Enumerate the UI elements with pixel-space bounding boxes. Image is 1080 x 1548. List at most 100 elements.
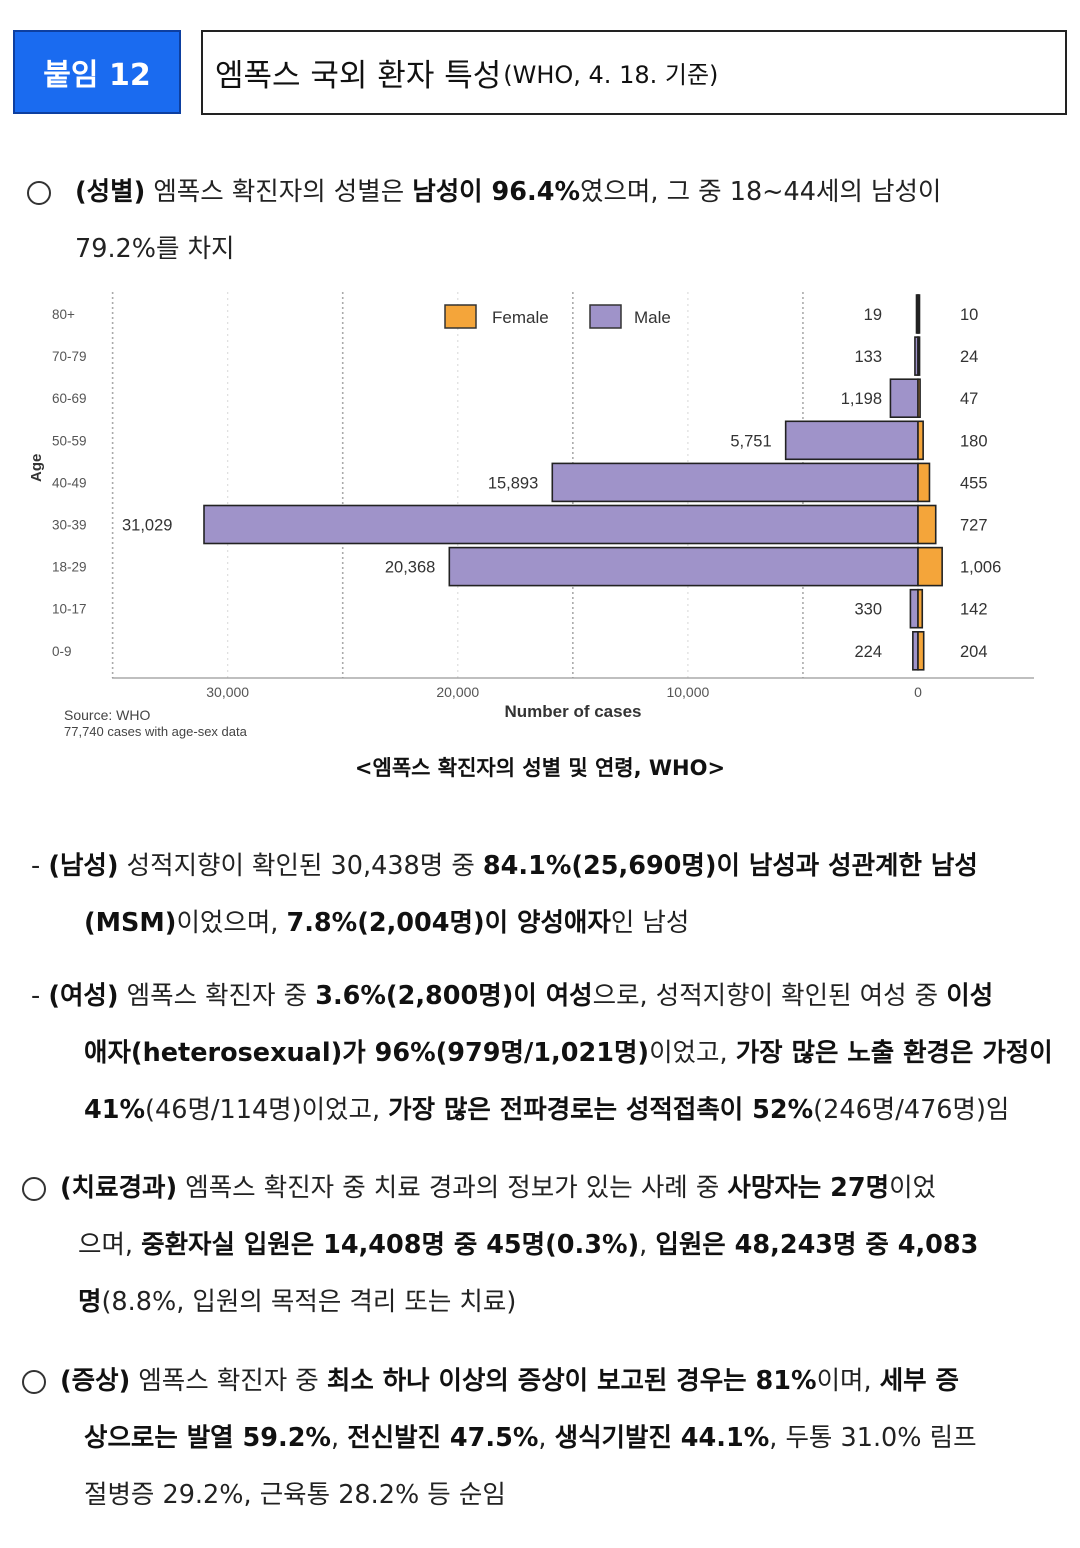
treatment-bold-2: 중환자실 입원은 14,408명 중 45명(0.3%): [141, 1230, 640, 1260]
legend-swatch-male: [589, 304, 622, 329]
treatment-text-1: 엠폭스 확진자 중 치료 경과의 정보가 있는 사례 중: [177, 1173, 728, 1203]
female-section-line2: 애자(heterosexual)가 96%(979명/1,021명)이었고, 가…: [84, 1025, 1053, 1082]
bullet-circle-symptom: [22, 1370, 46, 1394]
symptom-section-line2: 상으로는 발열 59.2%, 전신발진 47.5%, 생식기발진 44.1%, …: [84, 1410, 977, 1467]
symptom-bold-2: 세부 증: [879, 1366, 959, 1396]
chart-row-10-17: 10-17 330 142: [52, 588, 988, 629]
bar-male: [203, 504, 919, 545]
bar-female: [917, 546, 943, 587]
bar-female: [917, 630, 925, 671]
treatment-section-line2: 으며, 중환자실 입원은 14,408명 중 45명(0.3%), 입원은 48…: [78, 1217, 978, 1274]
female-bold-1: 3.6%(2,800명)이 여성: [315, 981, 593, 1011]
chart-row-80+: 80+ 19 10: [52, 294, 978, 334]
data-label-female: 24: [960, 348, 978, 366]
data-label-male: 15,893: [488, 474, 538, 492]
treatment-text-5: (8.8%, 입원의 목적은 격리 또는 치료): [101, 1287, 517, 1317]
data-label-male: 224: [854, 643, 882, 661]
symptom-bold-1: 최소 하나 이상의 증상이 보고된 경우는 81%: [326, 1366, 817, 1396]
female-bold-2: 이성: [946, 981, 994, 1011]
male-text-2: 이었으며,: [176, 908, 287, 938]
data-label-female: 727: [960, 517, 988, 535]
y-axis-label: Age: [28, 454, 45, 482]
female-bold-6: 가장 많은 전파경로는 성적접촉이 52%: [388, 1095, 814, 1125]
x-axis-label: Number of cases: [505, 702, 642, 721]
chart-x-axis: 30,000 20,000 10,000 0: [112, 677, 1034, 700]
male-section-line2: (MSM)이었으며, 7.8%(2,004명)이 양성애자인 남성: [84, 895, 689, 952]
bar-female: [917, 336, 921, 376]
bar-female: [917, 462, 931, 503]
page-subtitle: (WHO, 4. 18. 기준): [503, 61, 719, 89]
symptom-label: (증상): [60, 1366, 131, 1396]
x-tick-label: 10,000: [666, 684, 709, 700]
legend-label-male: Male: [634, 308, 671, 327]
female-text-5: (246명/476명)임: [813, 1095, 1010, 1125]
treatment-bold-1: 사망자는 27명: [727, 1173, 890, 1203]
bar-male: [551, 462, 919, 503]
female-label: (여성): [48, 981, 119, 1011]
female-bold-5: 41%: [84, 1095, 146, 1125]
chart-rows: 80+ 19 10 70-79 133 24 60-69 1,198 47 50-59 5,751 1…: [52, 294, 1001, 671]
data-label-male: 31,029: [122, 517, 172, 535]
treatment-text-2: 이었: [889, 1173, 937, 1203]
chart-legend: Female Male: [444, 304, 671, 329]
sex-label: (성별): [75, 177, 146, 207]
data-label-female: 455: [960, 474, 988, 492]
chart-row-50-59: 50-59 5,751 180: [52, 420, 988, 461]
y-tick-label: 0-9: [52, 644, 72, 659]
y-tick-label: 10-17: [52, 602, 87, 617]
bullet-circle-sex: [27, 181, 51, 205]
chart-row-40-49: 40-49 15,893 455: [52, 462, 988, 503]
treatment-bold-4: 명: [78, 1287, 102, 1317]
bar-female: [917, 420, 924, 461]
bar-male: [784, 420, 919, 461]
symptom-bold-3: 상으로는 발열 59.2%: [84, 1423, 331, 1453]
male-bold-2: (MSM): [84, 908, 177, 938]
header-title-box: 엠폭스 국외 환자 특성 (WHO, 4. 18. 기준): [201, 30, 1067, 115]
treatment-label: (치료경과): [60, 1173, 178, 1203]
female-dash: -: [31, 981, 41, 1011]
y-tick-label: 60-69: [52, 391, 87, 406]
female-text-4: (46명/114명)이었고,: [145, 1095, 389, 1125]
data-label-female: 10: [960, 306, 978, 324]
data-label-male: 330: [854, 601, 882, 619]
female-section-line3: 41%(46명/114명)이었고, 가장 많은 전파경로는 성적접촉이 52%(…: [84, 1082, 1009, 1139]
y-tick-label: 30-39: [52, 518, 87, 533]
treatment-section-line1: (치료경과) 엠폭스 확진자 중 치료 경과의 정보가 있는 사례 중 사망자는…: [60, 1160, 936, 1217]
male-bold-1: 84.1%(25,690명)이 남성과 성관계한 남성: [482, 851, 978, 881]
female-text-2: 으로, 성적지향이 확인된 여성 중: [592, 981, 947, 1011]
symptom-text-5: , 두통 31.0% 림프: [769, 1423, 977, 1453]
symptom-section-line3: 절병증 29.2%, 근육통 28.2% 등 순임: [84, 1467, 506, 1524]
chart-row-30-39: 30-39 31,029 727: [52, 504, 988, 545]
bar-female: [917, 378, 921, 418]
treatment-section-line3: 명(8.8%, 입원의 목적은 격리 또는 치료): [78, 1274, 516, 1331]
x-tick-label: 20,000: [436, 684, 479, 700]
data-label-male: 19: [864, 306, 882, 324]
legend-label-female: Female: [492, 308, 549, 327]
source-line-2: 77,740 cases with age-sex data: [64, 724, 248, 739]
bullet-circle-treatment: [22, 1177, 46, 1201]
symptom-text-2: 이며,: [816, 1366, 880, 1396]
chart-row-18-29: 18-29 20,368 1,006: [52, 546, 1001, 587]
data-label-female: 204: [960, 643, 988, 661]
age-sex-pyramid-chart: 80+ 19 10 70-79 133 24 60-69 1,198 47 50-59 5,751 1…: [28, 292, 1034, 739]
sex-text-2: 였으며, 그 중 18~44세의 남성이: [580, 177, 942, 207]
symptom-text-1: 엠폭스 확진자 중: [130, 1366, 327, 1396]
female-text-3: 이었고,: [649, 1038, 736, 1068]
y-tick-label: 18-29: [52, 560, 87, 575]
bar-male: [448, 546, 919, 587]
symptom-section-line1: (증상) 엠폭스 확진자 중 최소 하나 이상의 증상이 보고된 경우는 81%…: [60, 1353, 959, 1410]
y-tick-label: 40-49: [52, 475, 87, 490]
treatment-text-4: ,: [639, 1230, 656, 1260]
bar-male: [889, 378, 919, 418]
male-bold-3: 7.8%(2,004명)이 양성애자: [286, 908, 611, 938]
chart-row-70-79: 70-79 133 24: [52, 336, 978, 376]
data-label-male: 1,198: [841, 390, 882, 408]
female-text-1: 엠폭스 확진자 중: [118, 981, 316, 1011]
data-label-male: 20,368: [385, 559, 435, 577]
male-text-3: 인 남성: [610, 908, 690, 938]
symptom-text-3: ,: [330, 1423, 348, 1453]
female-bold-4: 가장 많은 노출 환경은 가정이: [735, 1038, 1053, 1068]
sex-section-line1: (성별) 엠폭스 확진자의 성별은 남성이 96.4%였으며, 그 중 18~4…: [75, 164, 941, 221]
sex-bold-1: 남성이 96.4%: [412, 177, 580, 207]
y-tick-label: 80+: [52, 307, 75, 322]
